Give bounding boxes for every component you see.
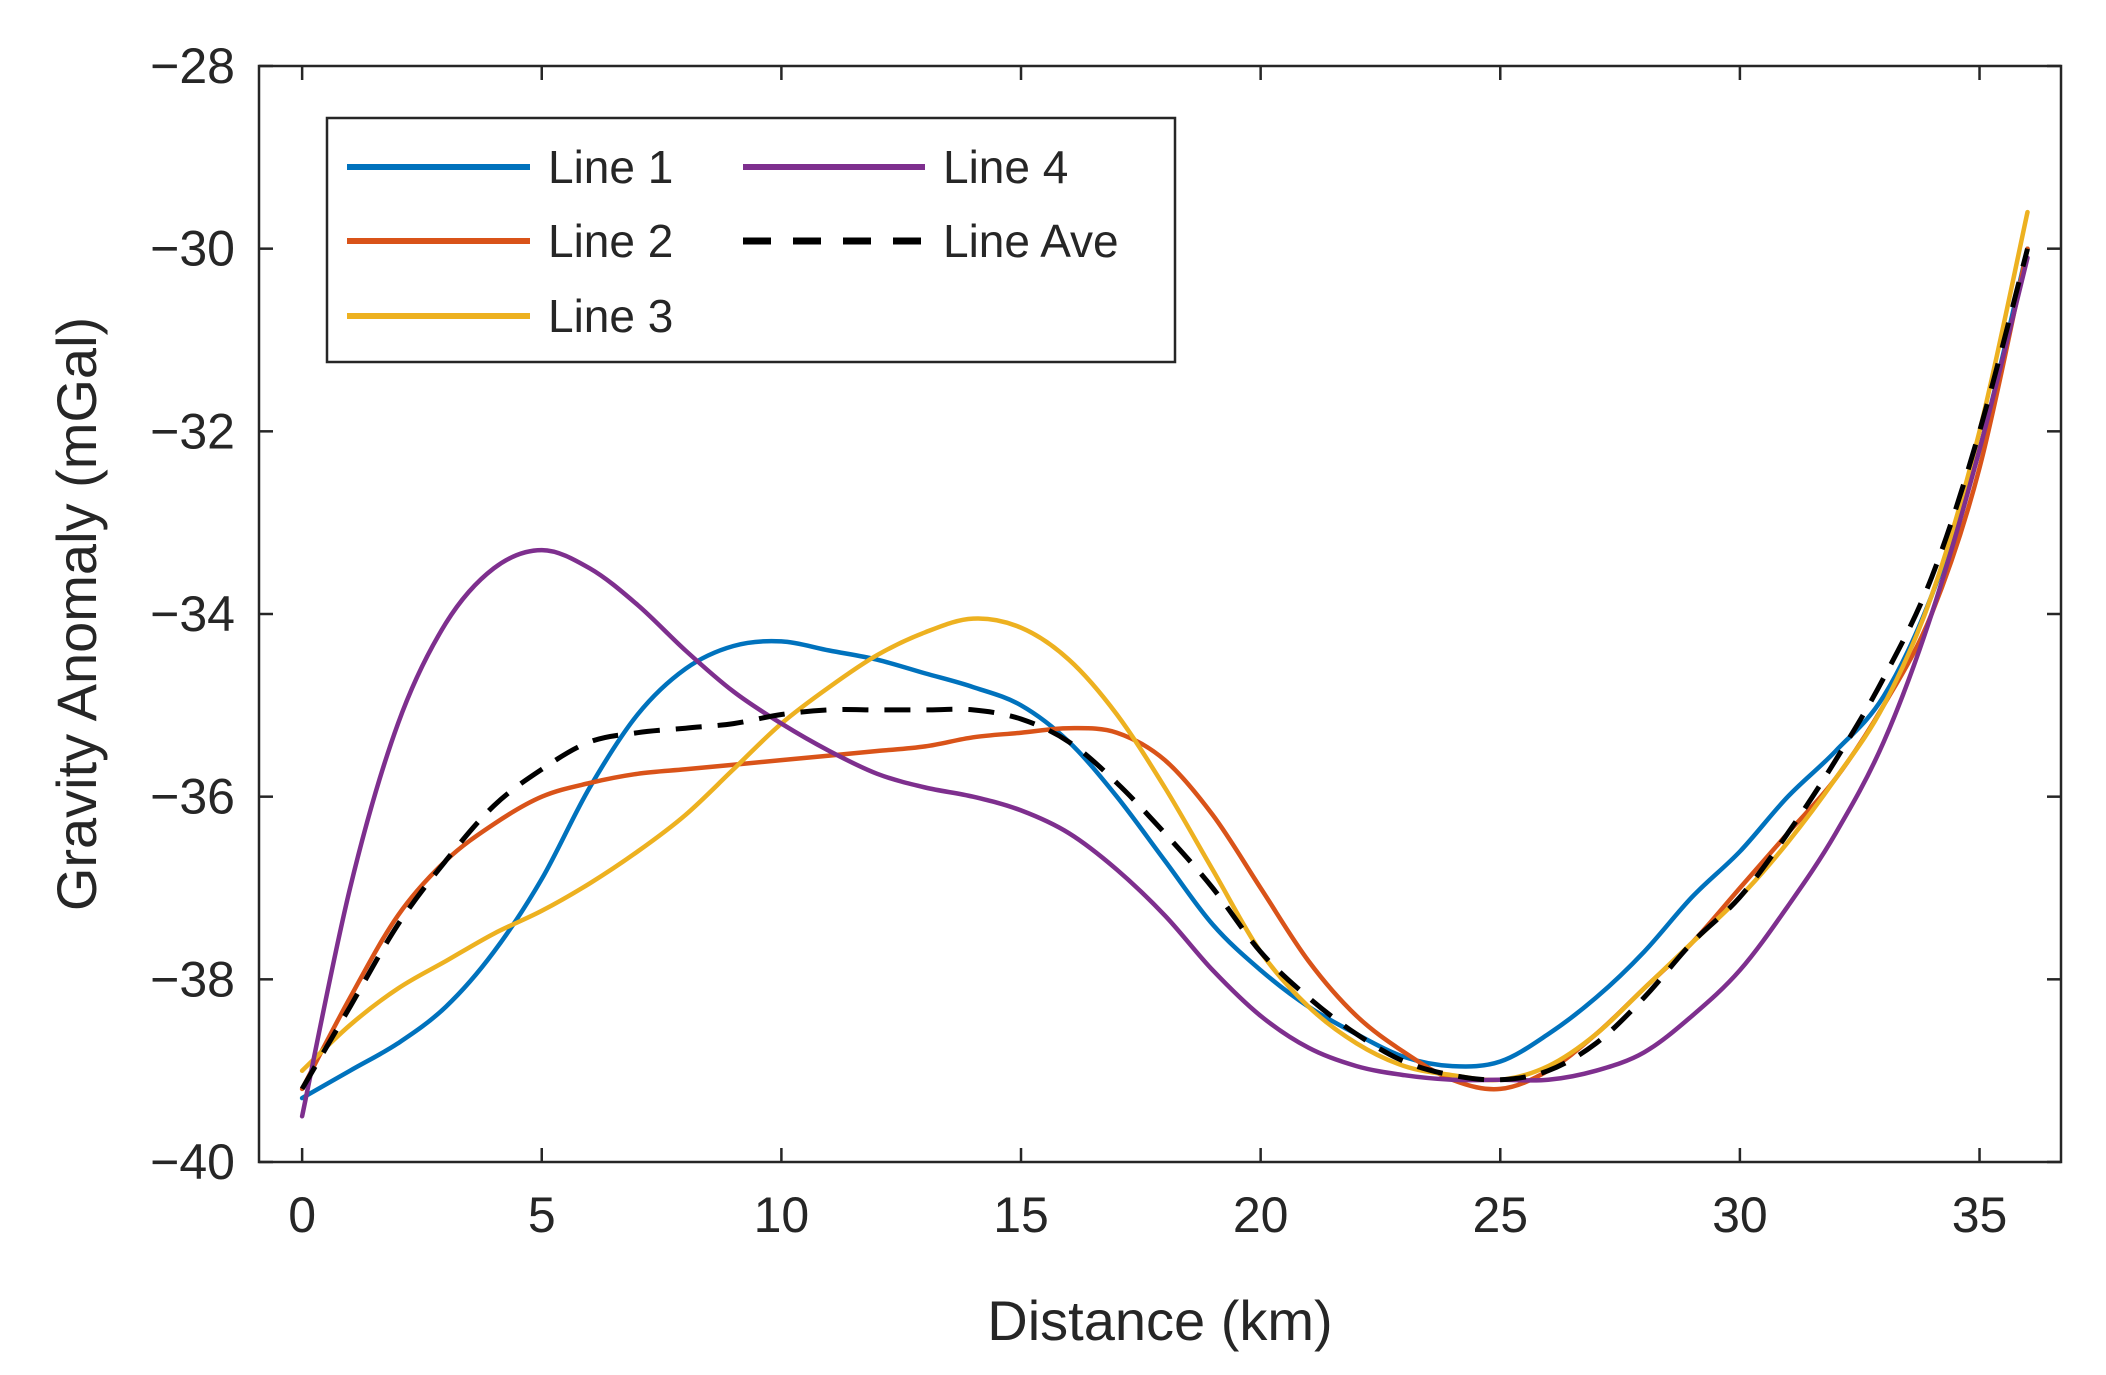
x-axis-title: Distance (km)	[987, 1289, 1332, 1352]
series-line-line-1	[299, 246, 2030, 1101]
legend-label-line-1: Line 1	[548, 141, 673, 193]
legend-label-line-2: Line 2	[548, 215, 673, 267]
y-tick-label: −40	[150, 1134, 235, 1190]
x-tick-label: 20	[1233, 1187, 1289, 1243]
y-tick-label: −36	[150, 769, 235, 825]
legend-label-line-3: Line 3	[548, 290, 673, 342]
y-tick-label: −32	[150, 403, 235, 459]
series-line-line-3	[299, 209, 2030, 1083]
tick-layer: 0 5 10 15 20 25 30 35 −28 −30 −32 −34 −36 −38 −40	[150, 38, 2061, 1243]
x-tick-label: 10	[754, 1187, 810, 1243]
x-tick-label: 5	[528, 1187, 556, 1243]
x-tick-label: 0	[288, 1187, 316, 1243]
series-line-line-ave	[299, 248, 2030, 1091]
y-tick-label: −30	[150, 221, 235, 277]
x-tick-label: 15	[993, 1187, 1049, 1243]
x-tick-label: 35	[1952, 1187, 2008, 1243]
legend-label-line-4: Line 4	[943, 141, 1068, 193]
legend-label-line-ave: Line Ave	[943, 215, 1119, 267]
series-layer	[299, 209, 2030, 1119]
x-tick-label: 25	[1472, 1187, 1528, 1243]
series-line-line-4	[299, 255, 2030, 1119]
y-tick-label: −34	[150, 586, 235, 642]
y-tick-label: −38	[150, 951, 235, 1007]
y-tick-label: −28	[150, 38, 235, 94]
y-axis-title: Gravity Anomaly (mGal)	[45, 317, 108, 911]
x-tick-label: 30	[1712, 1187, 1768, 1243]
legend: Line 1 Line 2 Line 3 Line 4 Line Ave	[325, 116, 1177, 364]
